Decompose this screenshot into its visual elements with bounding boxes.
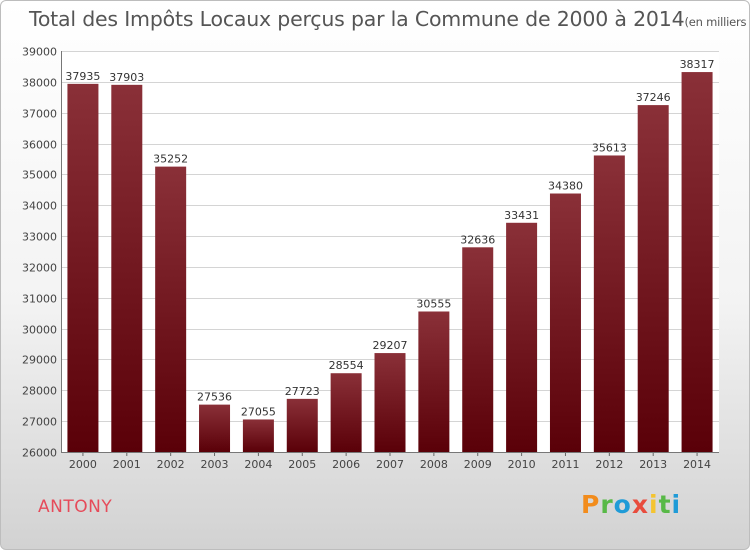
bar-2005[interactable]: [286, 398, 318, 452]
bar-value-label: 28554: [329, 359, 364, 372]
x-tick-label: 2007: [376, 458, 404, 471]
bar-2004[interactable]: [242, 419, 274, 452]
x-tick-label: 2010: [508, 458, 536, 471]
bar-value-label: 37246: [636, 91, 671, 104]
bar-value-label: 35613: [592, 141, 627, 154]
bar-2011[interactable]: [549, 193, 581, 453]
y-tick-label: 35000: [22, 169, 57, 182]
bar-2010[interactable]: [506, 222, 538, 452]
y-tick-label: 34000: [22, 200, 57, 213]
title-text: Total des Impôts Locaux perçus par la Co…: [29, 7, 685, 31]
bar-value-label: 29207: [373, 339, 408, 352]
x-tick-label: 2008: [420, 458, 448, 471]
bar-value-label: 37935: [65, 70, 100, 83]
y-tick-label: 27000: [22, 416, 57, 429]
bar-value-label: 38317: [680, 58, 715, 71]
x-tick-label: 2012: [595, 458, 623, 471]
x-tick-label: 2011: [551, 458, 579, 471]
bar-2008[interactable]: [418, 311, 450, 452]
y-tick-label: 32000: [22, 262, 57, 275]
x-tick-label: 2005: [288, 458, 316, 471]
title-unit: (en milliers d'€): [684, 15, 749, 29]
y-tick-label: 37000: [22, 108, 57, 121]
chart-title: Total des Impôts Locaux perçus par la Co…: [29, 7, 749, 31]
x-tick-label: 2009: [464, 458, 492, 471]
y-tick-label: 31000: [22, 293, 57, 306]
y-tick-label: 36000: [22, 139, 57, 152]
y-tick-label: 38000: [22, 77, 57, 90]
bar-2001[interactable]: [111, 84, 143, 453]
bar-value-label: 27536: [197, 391, 232, 404]
bar-2009[interactable]: [462, 247, 494, 452]
bar-value-label: 33431: [504, 209, 539, 222]
x-tick-label: 2000: [69, 458, 97, 471]
x-tick-label: 2006: [332, 458, 360, 471]
y-tick-label: 28000: [22, 385, 57, 398]
x-tick-label: 2004: [244, 458, 272, 471]
bars: 37935 37903 35252 27536 27055 27723 28554 29207…: [65, 58, 715, 453]
y-tick-label: 29000: [22, 354, 57, 367]
bar-2014[interactable]: [681, 72, 713, 452]
y-tick-label: 26000: [22, 447, 57, 460]
y-tick-label: 39000: [22, 46, 57, 59]
bar-value-label: 37903: [109, 71, 144, 84]
bar-2013[interactable]: [637, 105, 669, 452]
x-tick-label: 2002: [157, 458, 185, 471]
y-tick-label: 33000: [22, 231, 57, 244]
bar-2007[interactable]: [374, 353, 406, 452]
bar-2000[interactable]: [67, 83, 99, 453]
bar-value-label: 30555: [416, 297, 451, 310]
commune-name: ANTONY: [38, 497, 113, 517]
axes: 26000 27000 28000 29000 30000 31000 32000 33000…: [22, 46, 719, 471]
bar-2012[interactable]: [593, 155, 625, 452]
proxiti-logo[interactable]: Proxiti: [581, 490, 682, 519]
bar-2003[interactable]: [199, 404, 231, 452]
bar-2006[interactable]: [330, 373, 362, 452]
x-tick-label: 2001: [113, 458, 141, 471]
bar-value-label: 27055: [241, 405, 276, 418]
x-tick-label: 2014: [683, 458, 711, 471]
bar-value-label: 35252: [153, 153, 188, 166]
x-tick-label: 2013: [639, 458, 667, 471]
bar-2002[interactable]: [155, 166, 187, 452]
bar-value-label: 27723: [285, 385, 320, 398]
bar-value-label: 34380: [548, 180, 583, 193]
bar-value-label: 32636: [460, 233, 495, 246]
x-tick-label: 2003: [201, 458, 229, 471]
y-tick-label: 30000: [22, 324, 57, 337]
